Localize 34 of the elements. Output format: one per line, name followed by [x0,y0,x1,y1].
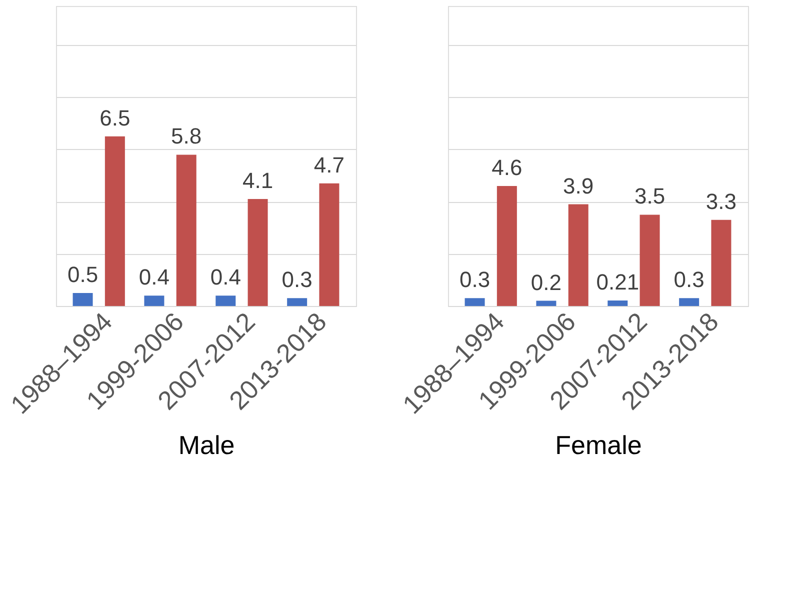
x-axis-title: Female [555,430,642,460]
data-label: 3.9 [563,173,594,198]
data-label: 4.6 [492,155,522,180]
bar [536,300,556,306]
data-label: 6.5 [100,105,130,130]
bar [287,298,308,306]
bar [568,204,588,306]
bar [608,300,628,306]
bar [144,296,164,306]
bar [248,199,268,306]
data-label: 0.5 [67,262,98,287]
data-label: 0.3 [674,267,704,292]
bar [104,136,125,306]
data-label: 0.21 [596,270,640,295]
bar [679,298,700,306]
bar [464,298,485,306]
bar [216,296,236,306]
data-label: 0.3 [459,267,490,292]
data-label: 5.8 [171,124,202,149]
data-label: 0.2 [530,270,562,295]
bar [711,220,732,306]
data-label: 0.4 [210,264,241,290]
data-label: 3.5 [634,184,666,209]
data-label: 4.1 [242,168,274,194]
data-label: 0.4 [138,264,170,290]
data-label: 0.3 [282,267,312,292]
data-label: 4.7 [314,152,345,178]
bar [176,154,196,306]
bar [640,214,660,306]
bar [319,183,340,306]
x-axis-title: Male [178,430,235,460]
bar [496,186,517,306]
data-label: 3.3 [706,188,737,214]
bar [72,292,93,306]
